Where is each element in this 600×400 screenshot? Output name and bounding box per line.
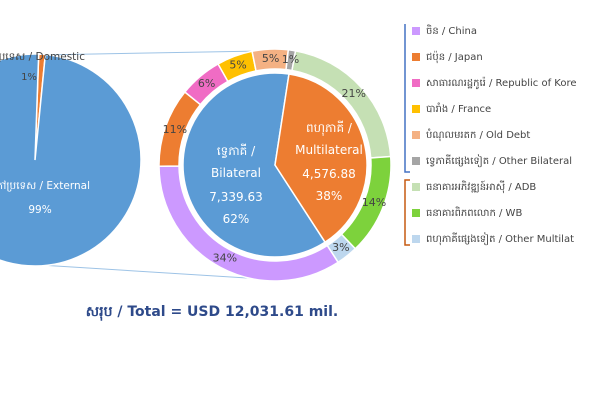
legend-label: បារាំង / France (426, 102, 491, 115)
legend-swatch (412, 209, 420, 217)
pie-slice (182, 72, 327, 258)
pie-slice (0, 53, 142, 267)
legend-label: ពហុភាគីផ្សេងទៀត / Other Multilat (426, 232, 574, 246)
legend-swatch (412, 27, 420, 35)
data-label: 99% (28, 204, 51, 216)
legend-label: ធនាគារពិភពលោក / WB (426, 206, 522, 219)
legend-swatch (412, 105, 420, 113)
legend-label: ចិន / China (426, 24, 477, 37)
data-label: 4,576.88 (302, 167, 356, 181)
data-label: 5% (262, 52, 279, 65)
pie-slice (274, 73, 368, 244)
data-label: 1% (21, 72, 37, 83)
legend-swatch (412, 131, 420, 139)
category-label: ក្នុងប្រទេស / Domestic (0, 51, 85, 65)
data-label: 34% (213, 251, 237, 264)
data-label: 3% (332, 241, 349, 254)
data-label: 7,339.63 (209, 190, 263, 204)
data-label: 1% (282, 53, 299, 66)
legend-swatch (412, 235, 420, 243)
category-label: ទ្វេភាគី / Bilateral (211, 144, 261, 180)
legend-swatch (412, 183, 420, 191)
data-label: 6% (198, 77, 215, 90)
legend-bracket (404, 179, 410, 246)
legend-label: សាធារណរដ្ឋកូរ៉េ / Republic of Kore (426, 76, 577, 90)
category-label: ក្រៅប្រទេស / External (0, 180, 90, 192)
percent-label: 62% (222, 212, 250, 226)
legend-swatch (412, 79, 420, 87)
connector (39, 50, 263, 56)
legend-swatch (412, 53, 420, 61)
legend-label: ទ្វេភាគីផ្សេងទៀត / Other Bilateral (426, 154, 572, 168)
legend-bracket (404, 24, 410, 173)
donut-segment (326, 233, 357, 264)
data-label: 5% (229, 59, 246, 72)
legend-label: ជប៉ុន / Japan (426, 50, 483, 64)
connector (39, 264, 263, 280)
legend-swatch (412, 157, 420, 165)
data-label: 11% (163, 123, 187, 136)
total-label: សរុប / Total = USD 12,031.61 mil. (86, 304, 338, 321)
data-label: 14% (362, 196, 386, 209)
percent-label: 38% (315, 189, 343, 203)
legend-label: ធនាគារអភិវឌ្ឍន៍អាស៊ី / ADB (426, 180, 536, 194)
legend-label: បំណុលមរតក / Old Debt (426, 128, 530, 142)
data-label: 21% (342, 87, 366, 100)
category-label: ពហុភាគី / Multilateral (295, 121, 363, 157)
